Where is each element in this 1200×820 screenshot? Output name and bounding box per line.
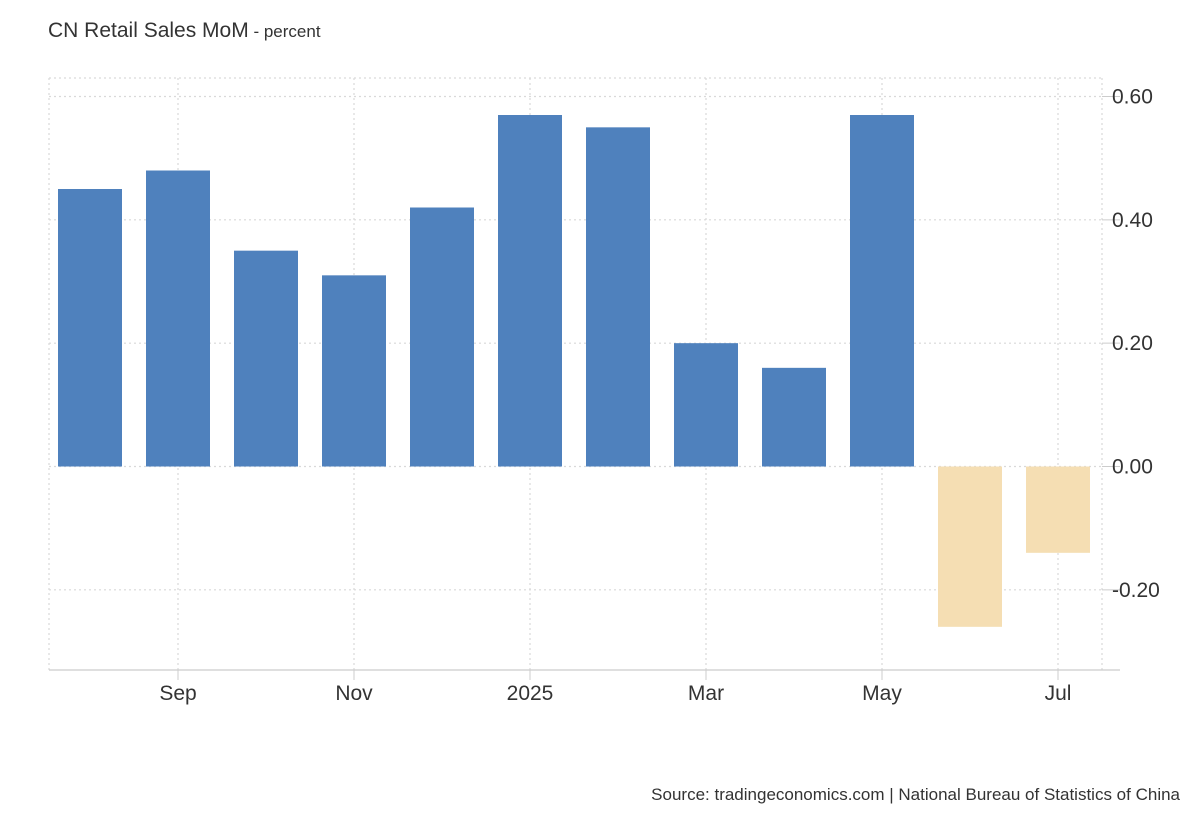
bar	[498, 115, 562, 467]
axes	[49, 96, 1120, 680]
bar	[938, 466, 1002, 627]
x-tick-label: 2025	[507, 682, 554, 705]
chart-title-text: CN Retail Sales MoM	[48, 19, 249, 42]
x-tick-label: Nov	[335, 682, 373, 705]
tick-labels: 0.60 0.40 0.20 0.00 -0.20 Sep Nov 2025 Mar May Jul	[159, 86, 1160, 706]
y-tick-label: -0.20	[1112, 579, 1160, 602]
y-tick-label: 0.00	[1112, 456, 1153, 479]
bar	[850, 115, 914, 467]
x-tick-label: Sep	[159, 682, 196, 705]
x-tick-label: Jul	[1045, 682, 1072, 705]
bar	[674, 343, 738, 467]
x-tick-label: May	[862, 682, 902, 705]
bar	[234, 250, 298, 467]
x-tick-label: Mar	[688, 682, 724, 705]
bar	[586, 127, 650, 467]
source-attribution: Source: tradingeconomics.com | National …	[651, 785, 1180, 804]
chart-unit-text: percent	[263, 22, 321, 41]
y-tick-label: 0.20	[1112, 332, 1153, 355]
bar	[410, 207, 474, 467]
y-tick-label: 0.40	[1112, 209, 1153, 232]
y-tick-label: 0.60	[1112, 86, 1153, 109]
chart-title: CN Retail Sales MoM - percent	[48, 19, 321, 43]
chart-unit-label: - percent	[248, 22, 321, 41]
bars	[58, 115, 1090, 627]
bar	[322, 275, 386, 467]
bar	[762, 367, 826, 467]
bar	[146, 170, 210, 467]
bar	[58, 189, 122, 467]
bar	[1026, 466, 1090, 553]
